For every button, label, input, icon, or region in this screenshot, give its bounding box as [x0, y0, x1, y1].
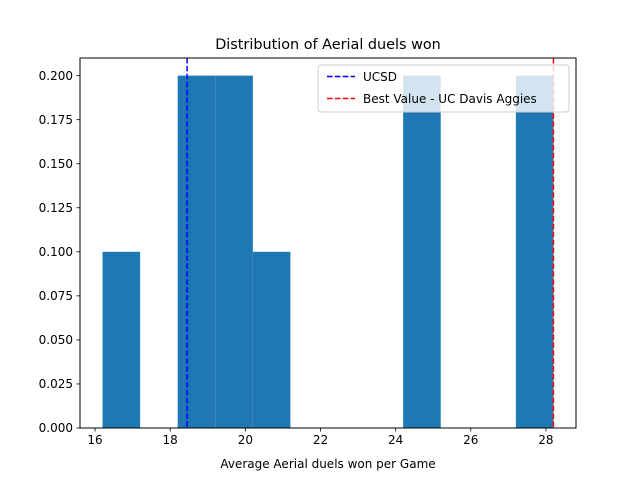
- chart-title: Distribution of Aerial duels won: [215, 37, 441, 53]
- legend-label-1: Best Value - UC Davis Aggies: [363, 92, 537, 106]
- y-tick-label-8: 0.200: [39, 69, 73, 83]
- legend-box: [317, 64, 570, 113]
- reference-lines-layer: [186, 58, 555, 428]
- histogram-bar-4: [252, 251, 291, 428]
- y-tick-label-4: 0.100: [39, 245, 73, 259]
- x-tick-label-1: 18: [163, 433, 178, 447]
- y-tick-label-2: 0.050: [39, 333, 73, 347]
- y-tick-label-5: 0.125: [39, 201, 73, 215]
- x-tick-label-5: 26: [463, 433, 478, 447]
- x-axis: 16 18 20 22 24 26 28: [87, 428, 554, 447]
- y-tick-label-0: 0.000: [39, 421, 73, 435]
- histogram-bar-11: [515, 75, 554, 428]
- y-tick-label-6: 0.150: [39, 157, 73, 171]
- y-axis: 0.000 0.025 0.050 0.075 0.100 0.125 0.150 0.175…: [39, 69, 80, 435]
- x-tick-label-0: 16: [87, 433, 102, 447]
- bars-layer: [102, 75, 554, 428]
- x-axis-label: Average Aerial duels won per Game: [220, 457, 435, 471]
- y-tick-label-1: 0.025: [39, 377, 73, 391]
- legend: UCSD Best Value - UC Davis Aggies: [317, 64, 570, 113]
- histogram-bar-2: [177, 75, 216, 428]
- histogram-bar-0: [102, 251, 141, 428]
- x-tick-label-6: 28: [538, 433, 553, 447]
- plot-area-frame: [79, 57, 577, 429]
- x-tick-label-4: 24: [388, 433, 403, 447]
- x-tick-label-3: 22: [313, 433, 328, 447]
- x-tick-label-2: 20: [238, 433, 253, 447]
- histogram-bar-8: [403, 75, 441, 428]
- y-tick-label-3: 0.075: [39, 289, 73, 303]
- histogram-bar-3: [215, 75, 253, 428]
- y-tick-label-7: 0.175: [39, 113, 73, 127]
- legend-label-0: UCSD: [363, 70, 397, 84]
